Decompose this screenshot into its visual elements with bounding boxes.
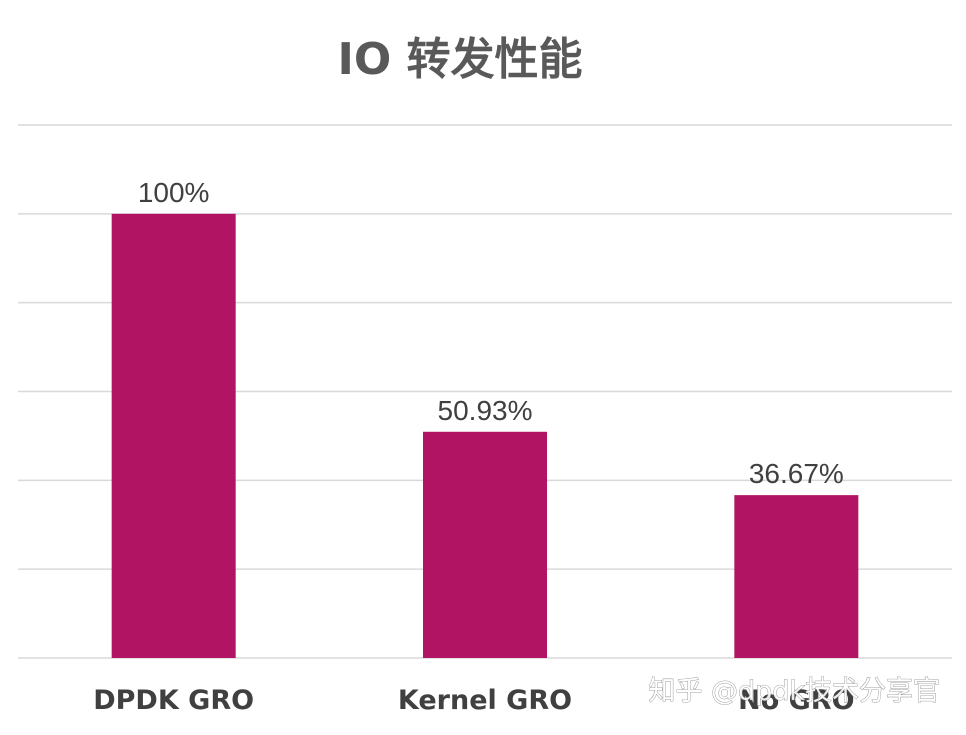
- category-label: Kernel GRO: [398, 685, 572, 716]
- bar-dpdk-gro: [111, 213, 236, 659]
- bar-no-gro: [734, 495, 859, 658]
- category-label: No GRO: [738, 685, 854, 716]
- data-label: 50.93%: [438, 395, 533, 426]
- category-labels: DPDK GRO Kernel GRO No GRO: [93, 685, 854, 716]
- bar-kernel-gro: [423, 431, 547, 658]
- data-label: 36.67%: [749, 458, 844, 489]
- data-labels: 100% 50.93% 36.67%: [138, 177, 844, 489]
- category-label: DPDK GRO: [93, 685, 254, 716]
- chart-title: IO 转发性能: [337, 34, 582, 85]
- data-label: 100%: [138, 177, 210, 208]
- watermark-text: 知乎 @dpdk技术分享官: [648, 676, 940, 707]
- bars: [111, 213, 859, 659]
